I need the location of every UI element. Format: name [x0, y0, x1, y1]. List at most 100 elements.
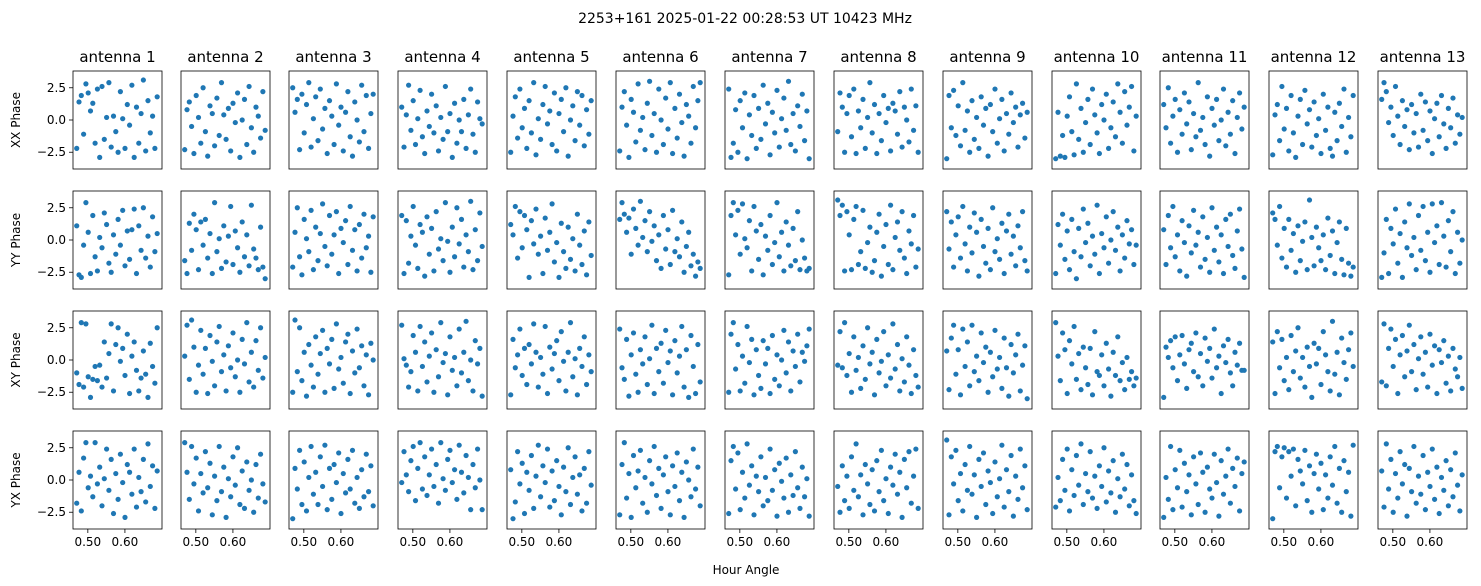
data-point	[867, 361, 873, 367]
data-point	[976, 456, 982, 462]
data-point	[749, 268, 755, 274]
data-point	[76, 99, 82, 105]
data-point	[1193, 134, 1199, 140]
data-point	[967, 149, 973, 155]
data-point	[449, 224, 455, 230]
data-point	[1053, 504, 1059, 510]
data-point	[640, 361, 646, 367]
data-point	[1108, 125, 1114, 131]
y-tick-label: 0.0	[47, 113, 66, 127]
data-point	[858, 472, 864, 478]
data-point	[647, 78, 653, 84]
data-point	[790, 110, 796, 117]
x-tick-label: 0.60	[1308, 535, 1335, 549]
data-point	[1094, 130, 1100, 136]
data-point	[976, 145, 982, 151]
data-point	[549, 366, 555, 372]
data-point	[308, 443, 314, 450]
data-point	[1112, 372, 1119, 379]
data-point	[317, 454, 323, 460]
data-point	[549, 468, 555, 474]
data-point	[1195, 374, 1201, 380]
data-point	[1272, 390, 1278, 397]
data-point	[508, 149, 514, 155]
data-point	[881, 329, 887, 335]
data-point	[519, 460, 525, 466]
data-point	[1117, 109, 1123, 115]
data-point	[739, 353, 746, 359]
data-point	[990, 205, 996, 211]
data-point	[241, 96, 248, 102]
data-point	[846, 505, 852, 511]
data-point	[140, 77, 146, 83]
data-point	[426, 353, 432, 359]
data-point	[1218, 117, 1224, 123]
data-point	[1124, 354, 1130, 361]
data-point	[1297, 468, 1303, 474]
data-point	[858, 125, 864, 131]
data-point	[837, 509, 843, 515]
data-point	[1441, 487, 1447, 493]
data-point	[649, 238, 655, 244]
data-point	[115, 325, 121, 331]
antenna-title: antenna 9	[949, 48, 1025, 66]
data-point	[1293, 269, 1299, 275]
x-tick-label: 0.60	[328, 535, 355, 549]
data-point	[342, 218, 349, 224]
data-point	[574, 491, 580, 497]
data-point	[978, 94, 984, 100]
data-point	[1445, 218, 1451, 224]
data-point	[871, 101, 878, 108]
data-point	[1320, 329, 1326, 335]
panel-frame	[615, 70, 706, 170]
data-point	[1003, 467, 1010, 473]
data-point	[1003, 110, 1010, 117]
subplot-panel: 0.50 0.60	[1159, 430, 1250, 549]
data-point	[202, 449, 208, 455]
data-point	[431, 389, 437, 395]
data-point	[292, 229, 298, 235]
data-point	[442, 200, 448, 206]
data-point	[104, 375, 110, 381]
data-point	[110, 232, 117, 238]
subplot-panel	[1051, 310, 1142, 410]
data-point	[642, 474, 648, 481]
data-point	[753, 347, 759, 353]
data-point	[1309, 144, 1315, 150]
data-point	[960, 80, 966, 86]
data-point	[733, 486, 739, 492]
data-point	[294, 486, 300, 492]
data-point	[649, 481, 655, 487]
data-point	[338, 510, 344, 517]
data-point	[842, 149, 848, 155]
data-point	[1429, 362, 1435, 368]
data-point	[1309, 394, 1315, 400]
data-point	[672, 249, 678, 255]
data-point	[207, 460, 213, 466]
data-point	[540, 463, 546, 469]
data-point	[1188, 512, 1194, 518]
data-point	[521, 345, 528, 351]
data-point	[1450, 345, 1456, 351]
data-point	[92, 254, 98, 260]
data-point	[906, 362, 912, 368]
data-point	[133, 104, 140, 110]
subplot-panel	[615, 70, 706, 170]
data-point	[510, 113, 516, 119]
data-point	[1395, 495, 1401, 501]
data-point	[1234, 362, 1240, 368]
data-point	[960, 203, 966, 210]
data-point	[1117, 494, 1123, 500]
data-point	[688, 140, 694, 146]
data-point	[368, 340, 374, 346]
data-point	[435, 246, 442, 252]
data-point	[449, 154, 455, 160]
data-point	[1339, 509, 1345, 515]
data-point	[658, 340, 664, 346]
subplot-panel	[397, 190, 488, 290]
data-point	[526, 274, 532, 280]
data-point	[1402, 219, 1408, 225]
data-point	[1181, 361, 1187, 367]
x-tick-label: 0.50	[726, 535, 753, 549]
data-point	[1397, 230, 1403, 237]
